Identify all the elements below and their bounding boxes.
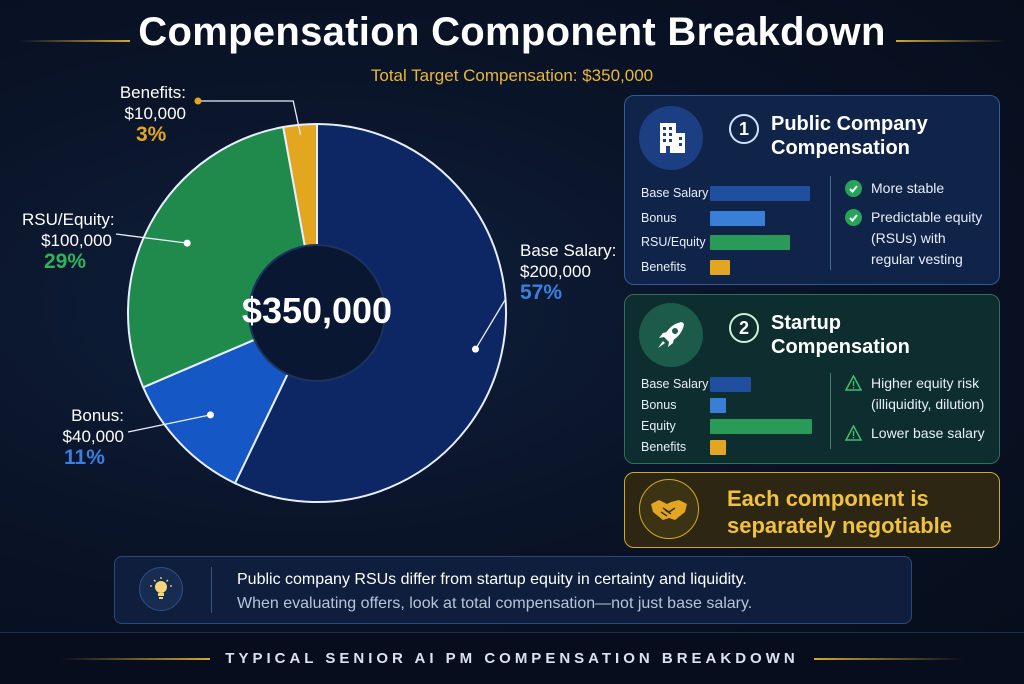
slice-pct: 11% <box>64 446 105 469</box>
building-icon <box>639 106 703 170</box>
bar-label: Base Salary <box>641 186 709 200</box>
bar-bonus <box>710 398 726 413</box>
negotiable-banner: Each component is separately negotiable <box>624 472 1000 548</box>
point-line: (RSUs) with <box>871 230 946 246</box>
leader-line <box>474 299 506 350</box>
title-line-2: Compensation <box>771 336 910 358</box>
point-item: Higher equity risk (illiquidity, dilutio… <box>845 373 997 415</box>
point-text: Lower base salary <box>871 425 985 441</box>
slice-amount: $40,000 <box>62 427 124 446</box>
slice-name: Bonus: <box>71 406 124 425</box>
startup-points: Higher equity risk (illiquidity, dilutio… <box>845 373 997 444</box>
title-decor-right <box>896 40 1006 42</box>
title-decor-left <box>20 40 130 42</box>
tip-box: Public company RSUs differ from startup … <box>114 556 912 624</box>
page-title: Compensation Component Breakdown <box>138 10 886 54</box>
tip-line-2: When evaluating offers, look at total co… <box>237 595 753 612</box>
check-icon <box>845 209 862 226</box>
slice-name: RSU/Equity: <box>22 210 115 229</box>
bar-base-salary <box>710 186 810 201</box>
bar-label: RSU/Equity <box>641 235 706 249</box>
slice-pct: 3% <box>136 123 167 146</box>
bar-bonus <box>710 210 765 226</box>
bar-equity <box>710 419 812 434</box>
startup-panel-title: Startup Compensation <box>771 311 910 359</box>
bar-benefits <box>710 440 726 455</box>
leader-dot <box>183 239 191 247</box>
bar-rsu-equity <box>710 235 790 250</box>
rocket-icon <box>639 303 703 367</box>
slice-pct: 29% <box>44 250 87 273</box>
bar-label: Equity <box>641 419 676 433</box>
title-line-2: Compensation <box>771 137 910 159</box>
leader-dot <box>194 97 202 105</box>
negotiable-line-2: separately negotiable <box>727 513 952 538</box>
lightbulb-icon <box>139 567 183 611</box>
handshake-icon <box>639 479 699 539</box>
leader-line <box>127 414 211 433</box>
leader-dot <box>206 411 214 419</box>
warning-icon <box>845 425 862 441</box>
public-panel-title: Public Company Compensation <box>771 112 928 160</box>
point-item: Lower base salary <box>845 423 997 444</box>
slice-name: Base Salary: <box>520 241 617 260</box>
slice-label-base-salary: Base Salary: $200,000 57% <box>520 240 616 303</box>
point-item: More stable <box>845 178 995 199</box>
leader-dot <box>297 134 305 142</box>
negotiable-text: Each component is separately negotiable <box>727 485 952 539</box>
divider <box>830 373 831 449</box>
slice-label-bonus: Bonus: $40,000 11% <box>36 405 124 468</box>
title-line-1: Public Company <box>771 113 928 135</box>
pie-center-total: $350,000 <box>241 290 393 331</box>
footer-decor-right <box>814 658 964 660</box>
bar-label: Base Salary <box>641 377 709 391</box>
point-text: Higher equity risk (illiquidity, dilutio… <box>871 373 984 415</box>
bar-label: Benefits <box>641 259 687 274</box>
point-line: (illiquidity, dilution) <box>871 396 985 412</box>
leader-line <box>115 233 188 244</box>
point-item: Predictable equity (RSUs) with regular v… <box>845 207 995 270</box>
point-line: regular vesting <box>871 251 963 267</box>
bar-base-salary <box>710 377 751 392</box>
startup-panel: 2 Startup Compensation Base Salary Bonus E… <box>624 294 1000 464</box>
point-text: More stable <box>871 180 945 196</box>
point-line: Predictable equity <box>871 209 983 225</box>
bar-label: Bonus <box>641 398 677 412</box>
bar-label: Benefits <box>641 440 687 454</box>
slice-amount: $10,000 <box>124 104 186 123</box>
point-text: Predictable equity (RSUs) with regular v… <box>871 207 982 270</box>
public-company-panel: 1 Public Company Compensation Base Salar… <box>624 95 1000 285</box>
bar-label: Bonus <box>641 210 677 225</box>
warning-icon <box>845 375 862 391</box>
tip-line-1: Public company RSUs differ from startup … <box>237 571 747 588</box>
footer-decor-left <box>60 658 210 660</box>
pie-center-hole <box>248 244 386 382</box>
divider <box>830 176 831 270</box>
public-points: More stable Predictable equity (RSUs) wi… <box>845 178 995 270</box>
bar-benefits <box>710 259 730 275</box>
slice-pct: 57% <box>520 281 563 304</box>
leader-dot <box>471 345 479 353</box>
panel-number: 1 <box>729 114 759 144</box>
slice-label-rsu-equity: RSU/Equity: $100,000 29% <box>22 209 115 273</box>
title-line-1: Startup <box>771 312 841 334</box>
footer-text: TYPICAL SENIOR AI PM COMPENSATION BREAKD… <box>225 650 799 667</box>
check-icon <box>845 180 862 197</box>
slice-amount: $100,000 <box>41 231 112 250</box>
leader-line <box>198 100 302 139</box>
panel-number: 2 <box>729 313 759 343</box>
divider <box>211 567 212 613</box>
page-subtitle: Total Target Compensation: $350,000 <box>370 66 654 85</box>
slice-label-benefits: Benefits: $10,000 3% <box>116 82 186 145</box>
slice-name: Benefits: <box>119 83 186 102</box>
slice-amount: $200,000 <box>520 262 591 281</box>
point-line: Higher equity risk <box>871 375 980 391</box>
negotiable-line-1: Each component is <box>727 486 929 511</box>
